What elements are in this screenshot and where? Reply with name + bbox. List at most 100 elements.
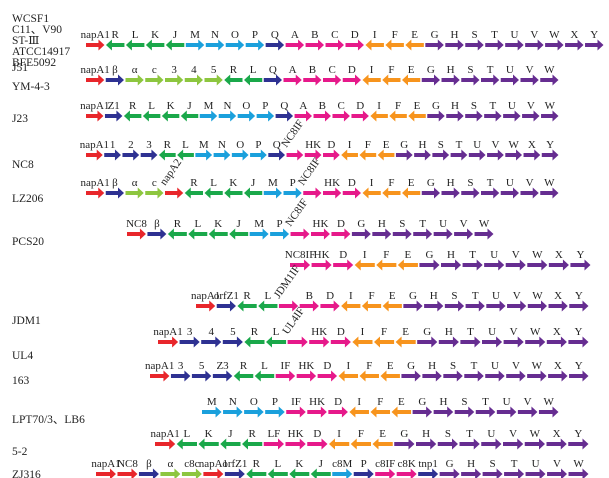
gene-label: W (532, 360, 543, 372)
gene-label: I (363, 249, 367, 261)
gene-label: V (553, 458, 561, 470)
gene-label: H (447, 64, 455, 76)
strain-name: JDM1 (12, 315, 41, 327)
gene-arrow (374, 336, 395, 348)
gene-arrow (184, 74, 203, 86)
gene-arrow (145, 187, 164, 199)
gene-arrow (220, 438, 241, 450)
gene-label: K (295, 458, 303, 470)
gene-arrow (204, 74, 223, 86)
gene-arrow (86, 39, 105, 51)
gene-label: W (545, 100, 556, 112)
gene-arrow (263, 187, 282, 199)
gene-arrow (202, 406, 222, 418)
gene-label: R (129, 100, 137, 112)
gene-arrow (382, 74, 401, 86)
gene-arrow (465, 300, 485, 312)
gene-arrow (250, 149, 267, 161)
gene-arrow (155, 438, 176, 450)
gene-label: G (446, 458, 454, 470)
gene-label: Y (546, 139, 554, 151)
gene-label: R (164, 139, 172, 151)
gene-label: L (264, 290, 271, 302)
gene-label: U (532, 458, 540, 470)
gene-arrow (244, 74, 263, 86)
gene-arrow (204, 187, 223, 199)
gene-label: F (368, 290, 374, 302)
gene-arrow (441, 259, 462, 271)
gene-label: U (491, 360, 499, 372)
gene-arrow (433, 228, 453, 240)
gene-arrow (191, 370, 212, 382)
gene-arrow (461, 74, 480, 86)
gene-label: tnp1 (418, 458, 438, 470)
gene-arrow (481, 187, 500, 199)
gene-label: D (339, 249, 347, 261)
gene-arrow (382, 187, 401, 199)
gene-label: X (553, 428, 561, 440)
gene-label: O (242, 100, 250, 112)
gene-label: HK (288, 428, 304, 440)
gene-arrow (527, 370, 547, 382)
gene-arrow (127, 228, 146, 240)
gene-arrow (568, 468, 589, 478)
gene-label: S (490, 458, 496, 470)
gene-arrow (212, 370, 233, 382)
gene-label: HK (324, 177, 340, 189)
gene-label: T (487, 64, 494, 76)
gene-arrow (320, 300, 340, 312)
gene-label: K (205, 428, 213, 440)
gene-arrow (290, 259, 311, 271)
gene-arrow (307, 438, 328, 450)
strain-name: 163 (12, 375, 30, 387)
gene-label: U (487, 428, 495, 440)
strain-name: J23 (12, 113, 28, 125)
gene-label: H (451, 100, 459, 112)
gene-label: V (513, 290, 521, 302)
gene-arrow (244, 406, 264, 418)
gene-arrow (422, 370, 442, 382)
gene-arrow (224, 187, 243, 199)
gene-arrow (382, 300, 402, 312)
gene-arrow (195, 149, 213, 161)
gene-label: X (528, 139, 536, 151)
gene-label: napA1 (199, 458, 228, 470)
gene-label: c (152, 177, 157, 189)
gene-arrow (504, 468, 525, 478)
gene-label: F (392, 29, 398, 41)
gene-label: P (361, 458, 367, 470)
gene-label: R (243, 290, 251, 302)
gene-arrow (370, 406, 391, 418)
gene-label: U (510, 29, 518, 41)
gene-label: X (553, 326, 561, 338)
gene-arrow (333, 259, 354, 271)
gene-label: K (214, 218, 222, 230)
gene-label: W (573, 458, 584, 470)
gene-arrow (523, 149, 541, 161)
gene-arrow (569, 370, 589, 382)
gene-label: W (508, 139, 519, 151)
gene-arrow (310, 468, 331, 478)
gene-arrow (444, 300, 465, 312)
gene-label: NC8IF (285, 249, 316, 261)
gene-arrow (438, 336, 459, 348)
gene-label: T (511, 458, 518, 470)
gene-arrow (160, 468, 181, 478)
gene-label: α (168, 458, 174, 470)
gene-label: napA1 (80, 64, 109, 76)
gene-arrow (454, 228, 474, 240)
gene-label: U (492, 290, 500, 302)
strain-name: LZ206 (12, 193, 44, 205)
gene-arrow (249, 228, 269, 240)
gene-label: F (395, 100, 401, 112)
gene-arrow (208, 228, 228, 240)
gene-arrow (496, 406, 517, 418)
gene-arrow (485, 370, 505, 382)
gene-label: A (289, 64, 297, 76)
gene-label: W (530, 326, 541, 338)
gene-arrow (421, 74, 440, 86)
gene-label: T (490, 100, 497, 112)
